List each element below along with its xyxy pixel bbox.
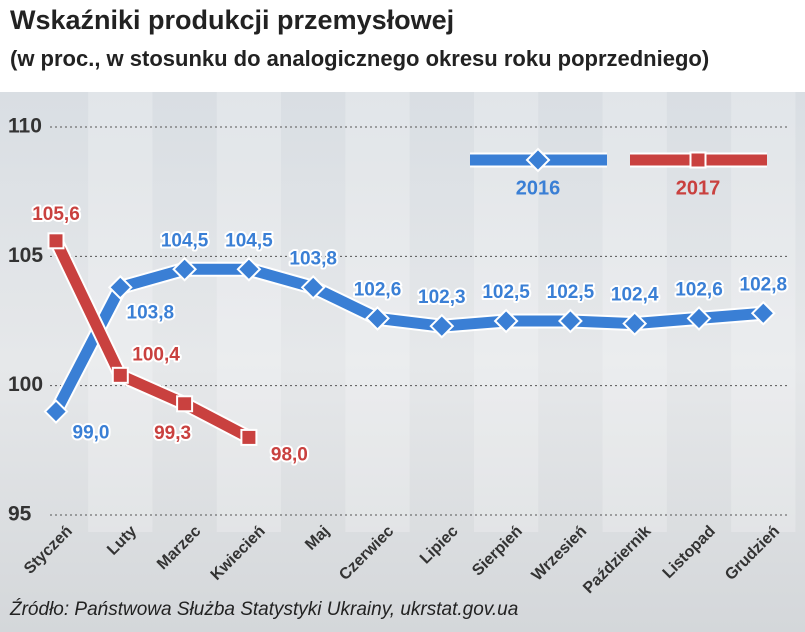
point bbox=[107, 274, 133, 300]
legend-label: 2017 bbox=[676, 177, 721, 199]
value-label: 102,4 bbox=[611, 285, 659, 306]
point bbox=[365, 305, 390, 331]
background-stripe bbox=[88, 92, 153, 532]
photo-background bbox=[0, 92, 805, 632]
value-label: 102,5 bbox=[482, 282, 530, 303]
value-label: 105,6 bbox=[32, 204, 80, 225]
point bbox=[111, 366, 129, 384]
point bbox=[686, 305, 712, 331]
source-note: Źródło: Państwowa Służba Statystyki Ukra… bbox=[9, 599, 518, 620]
point bbox=[622, 311, 648, 337]
value-label: 99,0 bbox=[73, 423, 110, 444]
value-label: 103,8 bbox=[127, 302, 175, 323]
point bbox=[240, 428, 258, 446]
point bbox=[557, 308, 583, 334]
y-tick-label: 105 bbox=[8, 244, 43, 267]
point bbox=[47, 232, 65, 250]
value-label: 104,5 bbox=[161, 230, 209, 251]
value-label: 102,3 bbox=[418, 287, 466, 308]
value-label: 100,4 bbox=[132, 344, 180, 365]
point bbox=[172, 256, 198, 282]
point bbox=[236, 256, 262, 282]
y-tick-label: 110 bbox=[8, 115, 42, 138]
value-label: 99,3 bbox=[154, 423, 191, 444]
value-label: 104,5 bbox=[225, 230, 273, 251]
value-label: 103,8 bbox=[289, 248, 337, 269]
value-label: 102,6 bbox=[675, 279, 723, 300]
point bbox=[493, 308, 519, 334]
value-label: 102,8 bbox=[740, 274, 788, 295]
point bbox=[429, 313, 455, 339]
point bbox=[300, 274, 326, 300]
value-label: 102,5 bbox=[547, 282, 595, 303]
y-tick-label: 95 bbox=[8, 503, 32, 526]
y-tick-label: 100 bbox=[8, 373, 43, 396]
background-stripe bbox=[216, 92, 282, 532]
point bbox=[689, 151, 707, 169]
series-line bbox=[51, 238, 252, 443]
chart-subtitle: (w proc., w stosunku do analogicznego ok… bbox=[10, 46, 709, 71]
chart-title: Wskaźniki produkcji przemysłowej bbox=[10, 5, 454, 35]
legend-label: 2016 bbox=[516, 177, 561, 199]
point bbox=[176, 395, 194, 413]
point bbox=[750, 300, 776, 326]
value-label: 98,0 bbox=[271, 444, 308, 465]
value-label: 102,6 bbox=[354, 279, 402, 300]
point bbox=[43, 399, 69, 424]
point bbox=[525, 147, 551, 173]
